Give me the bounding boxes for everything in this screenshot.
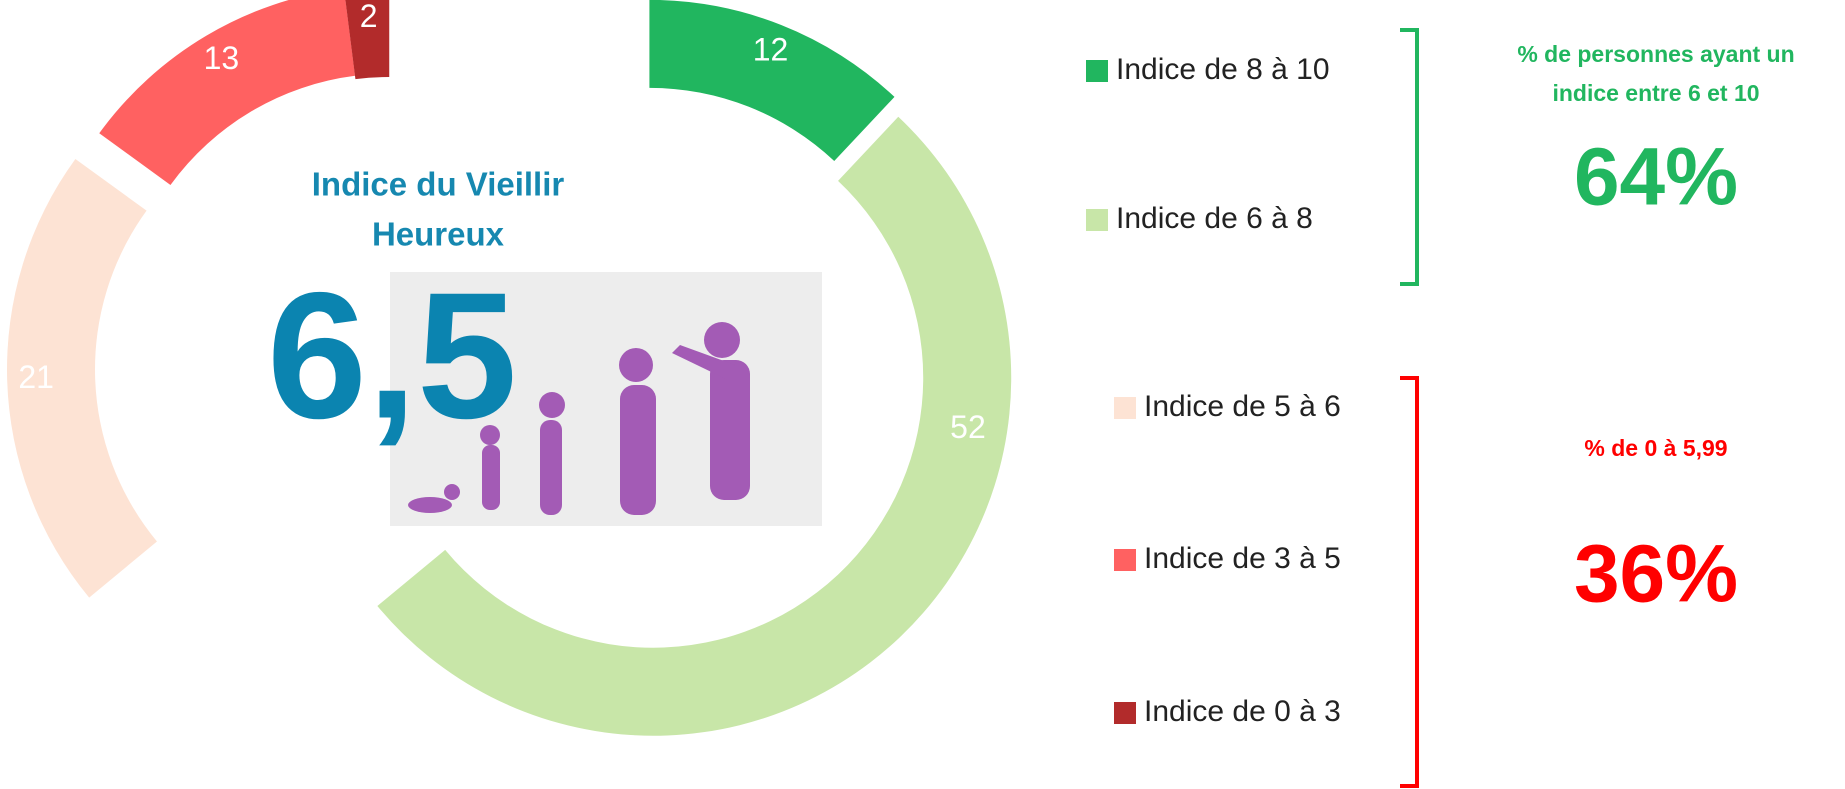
center-title: Indice du Vieillir: [312, 166, 565, 203]
data-label: 21: [18, 359, 54, 395]
center-value: 6,5: [267, 256, 517, 457]
data-label: 2: [360, 0, 378, 34]
donut-segment: [649, 0, 895, 162]
donut-segment: [345, 0, 390, 80]
center-image: [390, 272, 822, 526]
group-label: % de 0 à 5,99: [1584, 435, 1727, 461]
legend-label: Indice de 8 à 10: [1116, 53, 1330, 86]
legend: Indice de 8 à 10 Indice de 6 à 8 Indice de…: [1086, 53, 1341, 728]
donut-segment: [7, 158, 157, 598]
data-label: 12: [753, 31, 789, 67]
donut-segment: [377, 116, 1012, 736]
legend-swatch: [1114, 549, 1136, 571]
summary: % de personnes ayant un indice entre 6 et…: [1517, 41, 1794, 620]
donut-segment: [99, 0, 356, 185]
group-label: indice entre 6 et 10: [1552, 80, 1759, 106]
data-label: 52: [950, 409, 986, 445]
group-value: 64%: [1574, 132, 1738, 223]
bracket: [1400, 28, 1419, 286]
group-label: % de personnes ayant un: [1517, 41, 1794, 67]
legend-label: Indice de 5 à 6: [1144, 390, 1341, 423]
legend-swatch: [1086, 209, 1108, 231]
silhouettes: [408, 322, 750, 515]
group-value: 36%: [1574, 529, 1738, 620]
bracket: [1400, 376, 1419, 788]
legend-label: Indice de 6 à 8: [1116, 202, 1313, 235]
legend-label: Indice de 3 à 5: [1144, 542, 1341, 575]
donut: 12 52 21 13 2: [7, 0, 1012, 736]
legend-swatch: [1114, 702, 1136, 724]
legend-swatch: [1114, 397, 1136, 419]
center-title: Heureux: [372, 216, 505, 253]
legend-swatch: [1086, 60, 1108, 82]
legend-label: Indice de 0 à 3: [1144, 695, 1341, 728]
data-label: 13: [204, 40, 240, 76]
